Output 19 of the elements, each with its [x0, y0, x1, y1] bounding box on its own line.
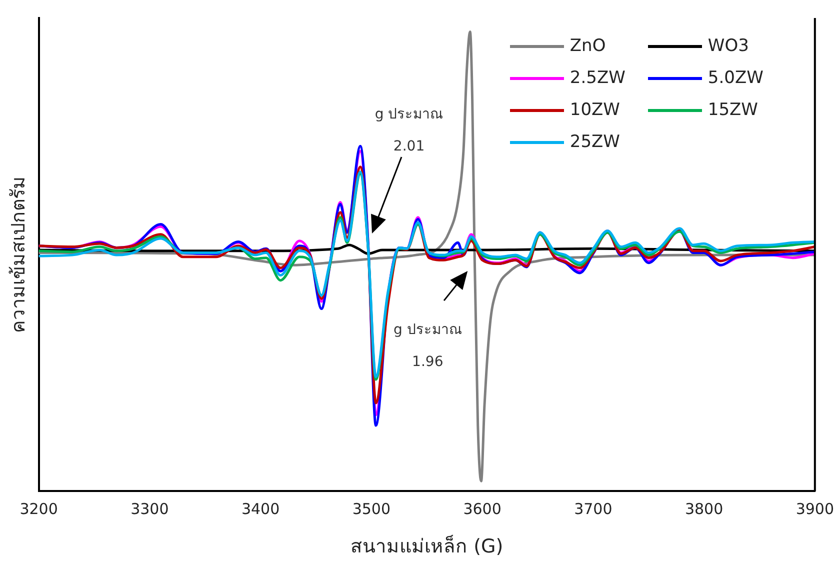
x-tick-label: 3400 [241, 500, 280, 518]
legend-label: 25ZW [570, 132, 620, 152]
legend-label: 15ZW [708, 100, 758, 120]
x-axis-title: สนามแม่เหล็ก (G) [350, 534, 504, 558]
legend-label: WO3 [708, 36, 749, 56]
legend-label: ZnO [570, 36, 606, 56]
x-tick-label: 3200 [20, 500, 58, 518]
x-tick-label: 3900 [796, 500, 834, 518]
x-tick-label: 3300 [130, 500, 169, 518]
annotation: g ประมาณ 2.01 [374, 106, 444, 155]
x-tick-label: 3600 [463, 500, 502, 518]
y-axis-title: ความเข้มสเปกตรัม [7, 176, 30, 334]
x-tick-label: 3700 [574, 500, 612, 518]
annotation: g ประมาณ 1.96 [393, 322, 462, 370]
x-tick-label: 3800 [684, 500, 724, 518]
legend-label: 5.0ZW [708, 68, 764, 88]
legend-label: 2.5ZW [570, 68, 626, 88]
x-tick-label: 3500 [352, 500, 391, 518]
legend-label: 10ZW [570, 100, 620, 120]
